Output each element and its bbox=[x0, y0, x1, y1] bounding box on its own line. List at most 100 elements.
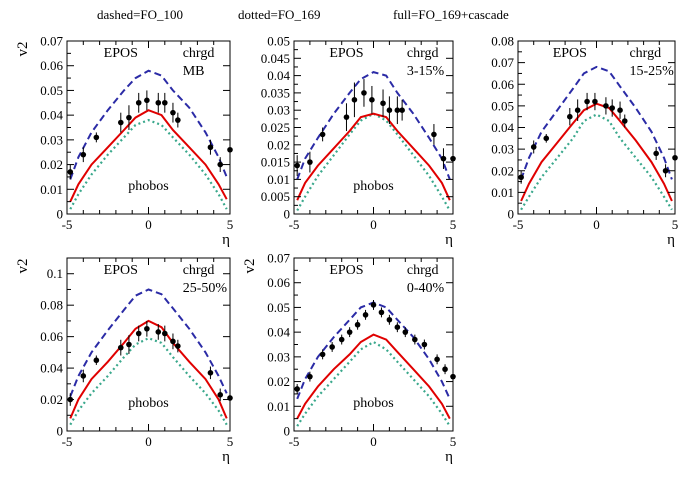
data-point bbox=[351, 97, 358, 103]
data-point bbox=[217, 161, 224, 168]
x-tick-label: 5 bbox=[672, 217, 679, 232]
y-tick-label: 0 bbox=[508, 207, 515, 222]
y-tick-label: 0.07 bbox=[267, 251, 290, 266]
series-full-line bbox=[296, 112, 451, 201]
x-tick-label: -5 bbox=[62, 217, 73, 232]
y-tick-label: 0.01 bbox=[267, 172, 290, 187]
x-tick-label: 0 bbox=[145, 434, 152, 449]
series-full-line bbox=[296, 333, 451, 420]
legend-dashed-note: dashed=FO_100 bbox=[97, 7, 184, 22]
legend-full-note: full=FO_169+cascade bbox=[393, 7, 509, 22]
x-tick-label: -5 bbox=[62, 434, 73, 449]
data-point bbox=[329, 344, 335, 350]
data-point bbox=[369, 97, 375, 103]
x-tick-label: 5 bbox=[450, 434, 457, 449]
series-full-line bbox=[69, 109, 228, 203]
data-point bbox=[126, 114, 132, 121]
series-full-line bbox=[69, 319, 228, 419]
data-point bbox=[386, 107, 393, 113]
data-point bbox=[394, 324, 401, 331]
data-point bbox=[567, 113, 573, 120]
data-point bbox=[170, 338, 176, 345]
y-tick-label: 0.03 bbox=[267, 103, 290, 118]
y-tick-label: 0.06 bbox=[267, 275, 290, 290]
y-tick-label: 0.07 bbox=[491, 55, 514, 70]
centrality-label: 25-50% bbox=[183, 281, 228, 296]
data-point bbox=[170, 109, 176, 116]
x-tick-label: 5 bbox=[227, 217, 234, 232]
y-tick-label: 0 bbox=[57, 424, 64, 439]
data-point bbox=[440, 155, 447, 162]
series-dashed-line bbox=[69, 288, 228, 397]
y-tick-label: 0.015 bbox=[261, 155, 290, 170]
y-tick-label: 0.01 bbox=[491, 185, 514, 200]
data-point bbox=[93, 134, 100, 141]
data-point bbox=[117, 344, 124, 351]
data-source-label: phobos bbox=[353, 179, 393, 194]
data-point bbox=[135, 330, 142, 337]
y-tick-label: 0 bbox=[57, 207, 64, 222]
data-point bbox=[343, 114, 350, 120]
data-point bbox=[144, 97, 150, 104]
data-source-label: phobos bbox=[128, 179, 168, 194]
x-tick-label: -5 bbox=[289, 217, 300, 232]
data-point bbox=[354, 321, 361, 328]
panel-1: 0 0.005 0.01 0.015 0.02 0.025 0.03 0.035 0.04 0.0… bbox=[261, 34, 457, 249]
data-point bbox=[207, 144, 214, 151]
y-tick-label: 0.1 bbox=[47, 266, 63, 281]
data-point bbox=[162, 330, 168, 337]
data-point bbox=[399, 107, 405, 113]
series-dotted-line bbox=[69, 337, 228, 426]
centrality-label: 0-40% bbox=[407, 281, 445, 296]
data-point bbox=[117, 119, 124, 126]
y-tick-label: 0.02 bbox=[40, 392, 63, 407]
data-point bbox=[412, 336, 418, 343]
y-tick-label: 0.02 bbox=[267, 137, 290, 152]
data-point bbox=[207, 370, 214, 376]
legend-dotted-note: dotted=FO_169 bbox=[238, 7, 321, 22]
y-tick-label: 0.02 bbox=[40, 157, 63, 172]
y-tick-label: 0.04 bbox=[40, 108, 63, 123]
y-tick-label: 0.04 bbox=[491, 120, 514, 135]
y-axis-label: v2 bbox=[15, 259, 31, 274]
data-point bbox=[307, 159, 313, 165]
y-tick-label: 0.01 bbox=[40, 182, 63, 197]
model-label: EPOS bbox=[329, 263, 363, 278]
data-point bbox=[617, 107, 623, 113]
data-point bbox=[319, 351, 326, 358]
data-point bbox=[662, 167, 669, 174]
data-point bbox=[162, 99, 168, 106]
x-tick-label: 0 bbox=[370, 217, 377, 232]
data-point bbox=[609, 105, 615, 111]
data-point bbox=[543, 135, 550, 142]
data-point bbox=[155, 99, 162, 106]
y-tick-label: 0.06 bbox=[40, 58, 63, 73]
data-point bbox=[370, 302, 377, 308]
data-point bbox=[378, 309, 385, 316]
x-axis-label: η bbox=[445, 232, 453, 248]
particle-label: chrgd bbox=[183, 46, 215, 61]
x-axis-label: η bbox=[222, 232, 230, 248]
data-point bbox=[361, 90, 367, 96]
data-point bbox=[155, 329, 162, 335]
data-point bbox=[530, 144, 537, 150]
data-point bbox=[421, 341, 428, 348]
particle-label: chrgd bbox=[629, 46, 661, 61]
y-tick-label: 0.05 bbox=[491, 98, 514, 113]
centrality-label: MB bbox=[183, 64, 205, 79]
y-tick-label: 0.04 bbox=[267, 325, 290, 340]
data-point bbox=[294, 386, 300, 392]
x-axis-label: η bbox=[445, 449, 453, 465]
series-dashed-line bbox=[520, 65, 673, 180]
y-tick-label: 0.04 bbox=[267, 68, 290, 83]
data-point bbox=[380, 100, 386, 107]
model-label: EPOS bbox=[104, 263, 138, 278]
particle-label: chrgd bbox=[183, 263, 215, 278]
data-point bbox=[431, 131, 437, 138]
data-point bbox=[93, 357, 100, 364]
centrality-label: 3-15% bbox=[407, 64, 445, 79]
series-full-line bbox=[520, 102, 673, 202]
